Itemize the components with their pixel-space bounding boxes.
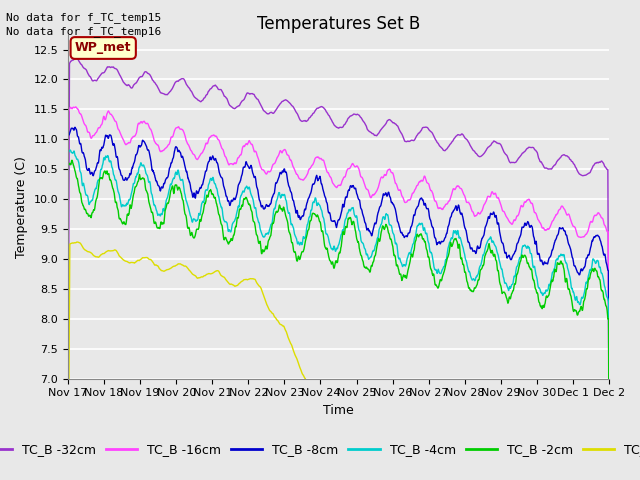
Line: TC_B -8cm: TC_B -8cm bbox=[68, 127, 609, 447]
TC_B -16cm bbox=[129, 135, 136, 141]
TC_B -4cm bbox=[294, 241, 301, 247]
Text: No data for f_TC_temp16: No data for f_TC_temp16 bbox=[6, 26, 162, 37]
TC_B -16cm bbox=[605, 456, 612, 461]
TC_B -8cm bbox=[106, 132, 114, 138]
TC_B +4cm bbox=[73, 239, 81, 245]
TC_B -16cm bbox=[64, 384, 72, 390]
TC_B -4cm bbox=[106, 158, 114, 164]
TC_B +4cm bbox=[372, 404, 380, 409]
TC_B -32cm bbox=[129, 85, 136, 91]
TC_B -32cm bbox=[605, 403, 612, 408]
TC_B -2cm bbox=[106, 177, 114, 183]
TC_B -4cm bbox=[129, 187, 136, 193]
TC_B -2cm bbox=[294, 255, 301, 261]
TC_B -4cm bbox=[605, 465, 612, 470]
TC_B -2cm bbox=[305, 225, 313, 231]
TC_B -32cm bbox=[73, 55, 81, 61]
TC_B -32cm bbox=[305, 115, 313, 121]
TC_B -16cm bbox=[72, 104, 79, 110]
TC_B -2cm bbox=[315, 216, 323, 222]
Y-axis label: Temperature (C): Temperature (C) bbox=[15, 156, 28, 258]
TC_B -16cm bbox=[315, 155, 323, 160]
TC_B -16cm bbox=[106, 111, 114, 117]
TC_B -2cm bbox=[68, 157, 76, 163]
TC_B -4cm bbox=[305, 214, 313, 220]
TC_B +4cm bbox=[106, 248, 114, 254]
TC_B -4cm bbox=[372, 240, 380, 246]
TC_B +4cm bbox=[315, 384, 323, 390]
TC_B -2cm bbox=[372, 248, 380, 254]
TC_B -8cm bbox=[64, 353, 72, 359]
TC_B -32cm bbox=[106, 65, 114, 71]
TC_B -2cm bbox=[129, 199, 136, 205]
TC_B -4cm bbox=[67, 147, 74, 153]
TC_B -4cm bbox=[64, 366, 72, 372]
TC_B -16cm bbox=[294, 173, 301, 179]
Line: TC_B -16cm: TC_B -16cm bbox=[68, 107, 609, 458]
TC_B +4cm bbox=[129, 260, 136, 265]
TC_B -8cm bbox=[129, 164, 136, 170]
Text: No data for f_TC_temp15: No data for f_TC_temp15 bbox=[6, 12, 162, 23]
Line: TC_B +4cm: TC_B +4cm bbox=[68, 242, 609, 480]
TC_B -8cm bbox=[305, 194, 313, 200]
TC_B -8cm bbox=[71, 124, 79, 130]
Line: TC_B -2cm: TC_B -2cm bbox=[68, 160, 609, 478]
Title: Temperatures Set B: Temperatures Set B bbox=[257, 15, 420, 33]
Line: TC_B -32cm: TC_B -32cm bbox=[68, 58, 609, 432]
TC_B -8cm bbox=[372, 220, 380, 226]
TC_B -32cm bbox=[294, 112, 301, 118]
TC_B -32cm bbox=[315, 105, 323, 110]
TC_B -32cm bbox=[64, 429, 72, 434]
Text: WP_met: WP_met bbox=[75, 41, 131, 55]
TC_B -16cm bbox=[305, 166, 313, 172]
Legend: TC_B -32cm, TC_B -16cm, TC_B -8cm, TC_B -4cm, TC_B -2cm, TC_B +4cm: TC_B -32cm, TC_B -16cm, TC_B -8cm, TC_B … bbox=[0, 438, 640, 461]
TC_B -32cm bbox=[372, 133, 380, 139]
TC_B -8cm bbox=[294, 213, 301, 218]
TC_B -4cm bbox=[315, 202, 323, 207]
TC_B +4cm bbox=[294, 359, 301, 365]
Line: TC_B -4cm: TC_B -4cm bbox=[68, 150, 609, 468]
TC_B -8cm bbox=[605, 444, 612, 450]
X-axis label: Time: Time bbox=[323, 404, 354, 417]
TC_B -16cm bbox=[372, 189, 380, 194]
TC_B +4cm bbox=[305, 383, 313, 389]
TC_B -2cm bbox=[64, 372, 72, 378]
TC_B -8cm bbox=[315, 176, 323, 181]
TC_B -2cm bbox=[605, 475, 612, 480]
